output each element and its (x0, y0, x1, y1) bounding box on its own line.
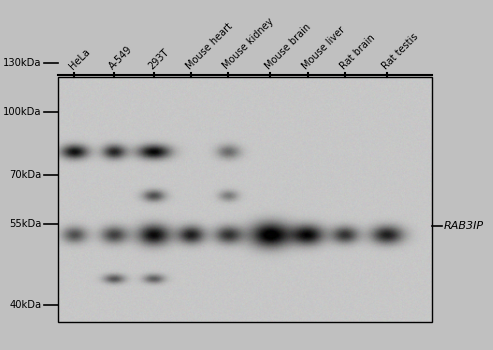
Text: Rat testis: Rat testis (380, 31, 420, 71)
Text: 55kDa: 55kDa (9, 219, 41, 229)
Text: Mouse kidney: Mouse kidney (221, 16, 276, 71)
Text: 130kDa: 130kDa (3, 58, 41, 68)
Text: 70kDa: 70kDa (9, 170, 41, 180)
Text: HeLa: HeLa (67, 46, 92, 71)
Text: A-549: A-549 (107, 44, 134, 71)
Text: 40kDa: 40kDa (9, 300, 41, 309)
Text: Mouse liver: Mouse liver (301, 24, 348, 71)
Text: RAB3IP: RAB3IP (444, 221, 484, 231)
Text: 293T: 293T (146, 47, 171, 71)
Text: 100kDa: 100kDa (3, 107, 41, 117)
Text: Mouse heart: Mouse heart (184, 21, 234, 71)
Text: Mouse brain: Mouse brain (263, 21, 313, 71)
Text: Rat brain: Rat brain (338, 32, 377, 71)
